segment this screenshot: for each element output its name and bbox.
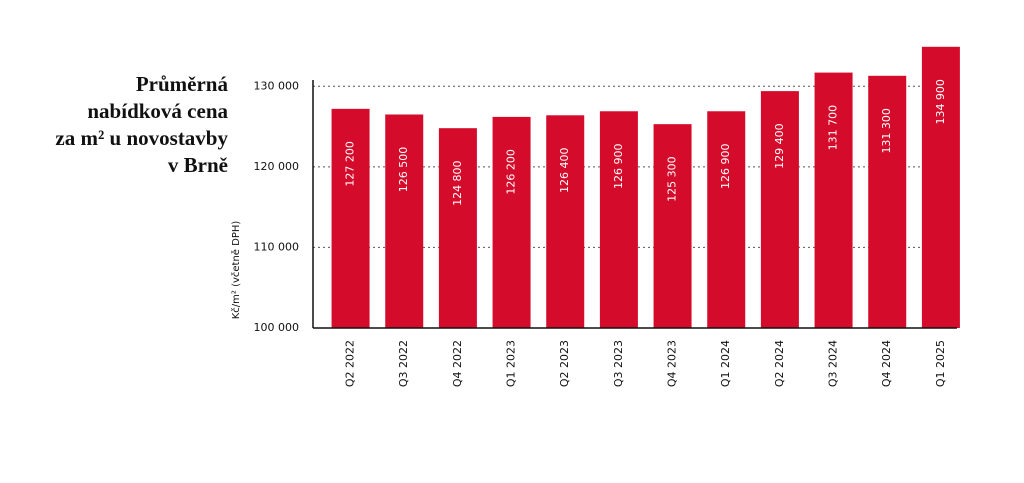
bar [921,46,960,328]
value-label: 126 500 [397,147,410,193]
y-axis-label: Kč/m² (včetně DPH) [230,221,242,320]
value-label: 126 400 [558,148,571,194]
x-tick-label: Q2 2022 [344,340,357,387]
bar [707,111,746,329]
x-tick-label: Q4 2023 [666,340,679,387]
bar [546,115,585,328]
bar [814,72,853,329]
chart-title: nabídková cena [87,99,228,123]
x-tick-label: Q3 2022 [397,340,410,387]
value-label: 127 200 [344,141,357,187]
y-tick-label: 120 000 [254,160,300,173]
bar [599,111,638,329]
x-tick-label: Q4 2022 [451,340,464,387]
value-label: 125 300 [666,156,679,202]
value-label: 129 400 [773,123,786,169]
bar [760,91,799,329]
x-tick-label: Q4 2024 [880,340,893,387]
bar [331,108,370,329]
chart-title: za m² u novostavby [55,126,228,150]
value-label: 126 900 [612,144,625,190]
value-label: 126 200 [505,149,518,195]
bar [868,75,907,328]
bar [492,116,531,328]
x-tick-label: Q1 2023 [505,340,518,387]
value-label: 134 900 [934,79,947,125]
y-tick-label: 100 000 [254,321,300,334]
chart-title: Průměrná [136,72,229,96]
x-tick-label: Q3 2023 [612,340,625,387]
bar [438,128,477,328]
value-label: 131 300 [880,108,893,154]
value-label: 124 800 [451,160,464,206]
bar [385,114,424,328]
x-tick-label: Q1 2025 [934,340,947,387]
y-tick-label: 130 000 [254,79,300,92]
value-label: 131 700 [827,105,840,150]
x-tick-label: Q2 2024 [773,340,786,387]
bar [653,124,692,328]
x-tick-label: Q3 2024 [827,340,840,387]
chart-title: v Brně [168,153,228,177]
x-tick-label: Q1 2024 [719,340,732,387]
value-label: 126 900 [719,144,732,190]
x-tick-label: Q2 2023 [558,340,571,387]
y-tick-label: 110 000 [254,240,300,253]
